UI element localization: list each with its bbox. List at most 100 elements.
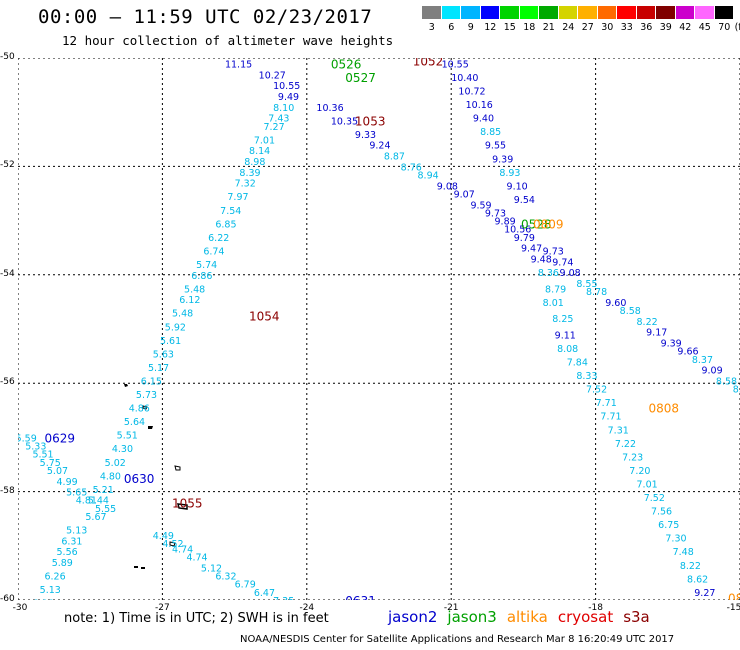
wave-height-value: 8.33 — [576, 371, 597, 382]
color-scale-swatch — [617, 6, 637, 19]
wave-height-value: 4.86 — [129, 404, 150, 415]
satellite-legend-entry: altika — [506, 608, 548, 626]
wave-height-value: 6.31 — [61, 536, 82, 547]
wave-height-value: 10.27 — [259, 70, 286, 81]
island-shape — [148, 426, 153, 429]
wave-height-value: 7.30 — [665, 534, 686, 545]
wave-height-value: 9.73 — [485, 208, 506, 219]
wave-height-value: 5.67 — [85, 512, 106, 523]
pass-time-label: 0630 — [124, 472, 155, 486]
map-subtitle: 12 hour collection of altimeter wave hei… — [62, 33, 394, 48]
latitude-tick-label: -52 — [0, 160, 15, 171]
latitude-tick-label: -58 — [0, 485, 15, 496]
wave-height-value: 7.27 — [263, 122, 284, 133]
color-scale-label: 24 — [562, 22, 575, 33]
wave-height-value: 7.31 — [608, 425, 629, 436]
color-scale-swatch — [480, 6, 500, 19]
credit-line: NOAA/NESDIS Center for Satellite Applica… — [240, 634, 675, 645]
wave-height-value: 10.40 — [451, 73, 478, 84]
wave-height-value: 5.21 — [93, 485, 114, 496]
wave-height-value: 5.73 — [136, 390, 157, 401]
color-scale-label: 27 — [581, 22, 594, 33]
wave-height-value: 7.71 — [596, 398, 617, 409]
wave-height-value: 7.32 — [235, 179, 256, 190]
color-scale-label: 18 — [523, 22, 536, 33]
wave-height-value: 9.24 — [369, 141, 390, 152]
wave-height-value: 5.92 — [165, 322, 186, 333]
satellite-legend-entry: jason3 — [447, 608, 497, 626]
wave-height-value: 7.35 — [273, 596, 294, 600]
wave-height-value: 8.08 — [557, 344, 578, 355]
color-scale-swatch — [558, 6, 578, 19]
wave-height-value: 5.02 — [105, 458, 126, 469]
wave-height-value: 5.63 — [153, 349, 174, 360]
satellite-legend-entry: cryosat — [557, 608, 614, 626]
wave-height-value: 6.86 — [32, 599, 53, 600]
wave-height-value: 4.74 — [186, 553, 207, 564]
longitude-tick-label: -18 — [588, 603, 603, 613]
island-shape — [177, 503, 188, 510]
longitude-tick-label: -30 — [12, 603, 28, 613]
wave-height-value: 8.98 — [244, 157, 265, 168]
wave-height-value: 6.32 — [215, 572, 236, 583]
wave-height-value: 9.08 — [560, 268, 581, 279]
color-scale-label: 21 — [542, 22, 555, 33]
wave-height-value: 8.39 — [239, 168, 260, 179]
map-title: 00:00 — 11:59 UTC 02/23/2017 — [38, 6, 373, 28]
wave-height-value: 9.07 — [454, 190, 475, 201]
color-scale-label: 15 — [503, 22, 516, 33]
color-scale-swatch — [578, 6, 598, 19]
wave-height-value: 8.79 — [545, 284, 566, 295]
color-scale-swatch — [714, 6, 734, 19]
wave-height-value: 9.09 — [701, 366, 722, 377]
wave-height-value: 7.97 — [227, 192, 248, 203]
wave-height-value: 9.10 — [507, 181, 528, 192]
wave-height-value: 5.48 — [172, 309, 193, 320]
wave-height-value: 8.76 — [401, 162, 422, 173]
wave-height-value: 7.01 — [254, 135, 275, 146]
wave-height-value: 5.33 — [25, 442, 46, 453]
wave-height-value: 11.15 — [225, 59, 252, 70]
wave-height-value: 9.60 — [605, 298, 626, 309]
wave-height-value: 5.55 — [95, 504, 116, 515]
wave-height-value: 9.11 — [555, 330, 576, 341]
wave-height-value: 10.35 — [331, 116, 358, 127]
graticule — [18, 58, 740, 600]
satellite-legend: jason2 jason3 altika cryosat s3a — [388, 608, 660, 626]
pass-time-label: 0809 — [533, 217, 564, 231]
color-scale-label: 70 — [718, 22, 731, 33]
wave-height-value: 8.36 — [538, 268, 559, 279]
color-scale-label: 9 — [467, 22, 474, 33]
wave-height-value: 9.40 — [473, 114, 494, 125]
wave-height-value: 9.39 — [661, 339, 682, 350]
latitude-tick-label: -56 — [0, 377, 15, 388]
wave-height-value: 9.74 — [552, 257, 573, 268]
wave-height-value: 7.56 — [651, 507, 672, 518]
wave-height-value: 9.48 — [531, 255, 552, 266]
wave-height-value: 9.17 — [646, 328, 667, 339]
color-scale-label: 33 — [620, 22, 633, 33]
pass-time-label: 0527 — [345, 71, 376, 85]
wave-height-value: 10.56 — [504, 225, 531, 236]
islands — [124, 384, 188, 569]
wave-height-value: 6.22 — [208, 233, 229, 244]
wave-height-value: 5.07 — [47, 466, 68, 477]
wave-height-value: 10.55 — [273, 81, 300, 92]
wave-height-value: 6.85 — [215, 219, 236, 230]
latitude-tick-label: -50 — [0, 52, 15, 62]
color-scale-swatch — [500, 6, 520, 19]
wave-height-value: 4.52 — [162, 539, 183, 550]
color-scale-swatch — [636, 6, 656, 19]
satellite-legend-entry: s3a — [623, 608, 650, 626]
footnote: note: 1) Time is in UTC; 2) SWH is in fe… — [64, 611, 329, 626]
wave-height-value: 7.52 — [586, 385, 607, 396]
pass-time-label: 0629 — [44, 431, 75, 445]
wave-height-value: 9.08 — [437, 181, 458, 192]
wave-height-value: 8.78 — [586, 287, 607, 298]
color-scale-bar — [422, 6, 734, 19]
wave-height-value: 9.39 — [492, 154, 513, 165]
wave-height-value: 5.13 — [40, 585, 61, 596]
wave-height-value: 5.13 — [66, 526, 87, 537]
color-scale-swatch — [539, 6, 559, 19]
